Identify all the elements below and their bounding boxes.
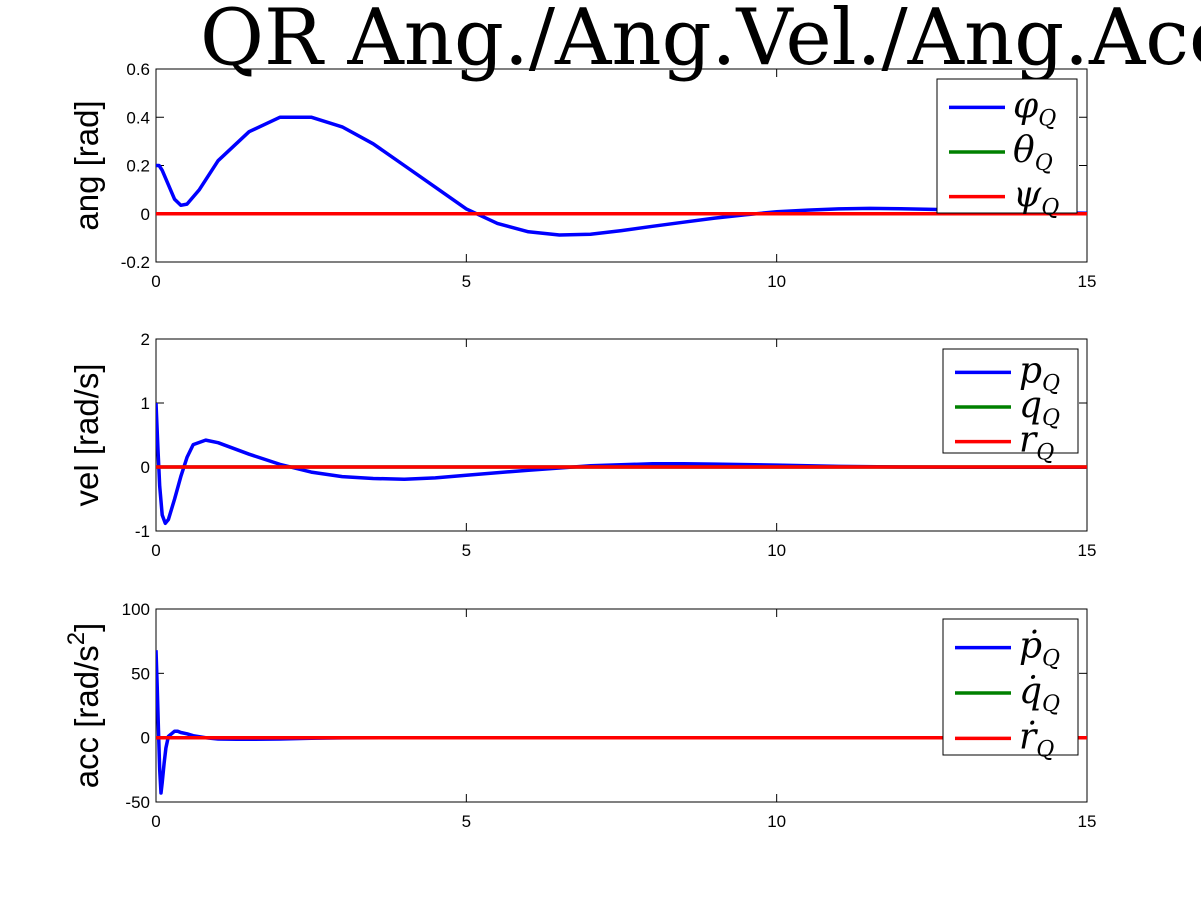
x-tick-label: 15 <box>1078 812 1097 831</box>
y-tick-label: 0 <box>141 205 150 224</box>
legend-label-2: qQ <box>1019 385 1060 431</box>
y-axis-label: acc [rad/s2] <box>63 623 105 789</box>
y-tick-label: 0 <box>141 458 150 477</box>
legend-label-1: φQ <box>1013 85 1056 131</box>
x-tick-label: 5 <box>462 541 471 560</box>
y-tick-label: 0.6 <box>126 60 150 79</box>
x-tick-label: 0 <box>151 541 160 560</box>
legend-box <box>942 618 1079 756</box>
legend-label-3: ṙQ <box>1019 716 1054 762</box>
legend-box <box>936 78 1078 214</box>
legend-label-1: pQ <box>1019 350 1060 396</box>
x-tick-label: 10 <box>767 272 786 291</box>
legend-label-3: rQ <box>1019 420 1054 466</box>
x-tick-label: 15 <box>1078 272 1097 291</box>
series-line-1 <box>156 115 1087 237</box>
x-tick-label: 15 <box>1078 541 1097 560</box>
y-tick-label: 50 <box>131 664 150 683</box>
y-axis-label: vel [rad/s] <box>68 363 105 506</box>
x-tick-label: 0 <box>151 272 160 291</box>
x-tick-label: 5 <box>462 272 471 291</box>
y-tick-label: 2 <box>141 330 150 349</box>
legend-label-2: q̇Q <box>1019 671 1060 717</box>
series-line-1 <box>156 402 1087 526</box>
y-tick-label: -1 <box>135 522 150 541</box>
legend: ṗQq̇QṙQ <box>942 618 1079 762</box>
y-tick-label: 0.2 <box>126 157 150 176</box>
x-tick-label: 10 <box>767 541 786 560</box>
y-tick-label: -0.2 <box>121 253 150 272</box>
legend-label-2: θQ <box>1013 130 1053 176</box>
axes-box <box>155 608 1088 803</box>
x-tick-label: 10 <box>767 812 786 831</box>
y-tick-label: -50 <box>125 793 150 812</box>
figure-title: QR Ang./Ang.Vel./Ang.Acc. <box>200 0 1201 83</box>
y-tick-label: 0 <box>141 729 150 748</box>
y-tick-label: 100 <box>122 600 150 619</box>
legend-box <box>942 348 1079 454</box>
y-tick-label: 0.4 <box>126 108 150 127</box>
x-tick-label: 0 <box>151 812 160 831</box>
legend-label-1: ṗQ <box>1019 626 1060 672</box>
x-tick-label: 5 <box>462 812 471 831</box>
legend-label-3: ψQ <box>1013 175 1059 221</box>
y-tick-label: 1 <box>141 394 150 413</box>
y-axis-label: ang [rad] <box>68 100 105 230</box>
